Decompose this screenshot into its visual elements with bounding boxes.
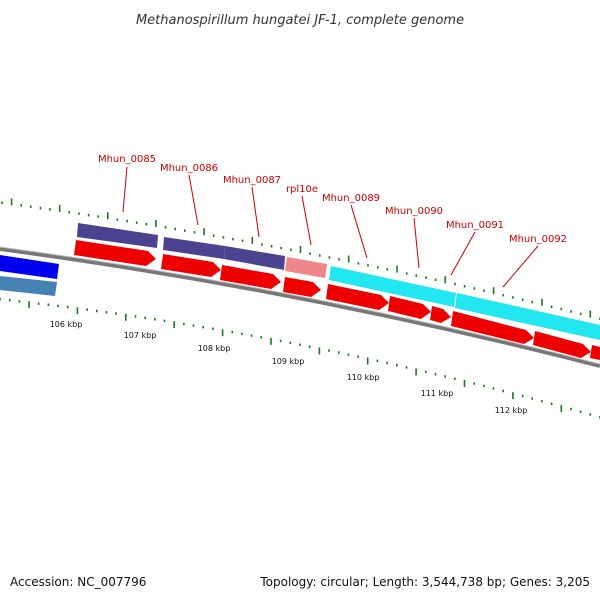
leader-line: [301, 195, 312, 246]
leader-line: [122, 166, 128, 213]
gene-labels: Mhun_0085 Mhun_0086 Mhun_0087 rpl10e Mhu…: [98, 154, 567, 245]
cds-arrow[interactable]: [451, 311, 534, 344]
cds-arrow[interactable]: [590, 345, 600, 360]
feature-block[interactable]: [329, 266, 456, 307]
kbp-label: 106 kbp: [50, 320, 83, 329]
cds-arrow[interactable]: [326, 284, 389, 310]
feature-block[interactable]: [285, 257, 327, 278]
gene-label[interactable]: Mhun_0090: [385, 206, 443, 217]
cds-arrow[interactable]: [533, 331, 591, 358]
feature-block[interactable]: [163, 237, 225, 259]
gene-label[interactable]: Mhun_0091: [446, 220, 504, 231]
gene-label[interactable]: Mhun_0087: [223, 175, 281, 186]
leader-line: [502, 245, 539, 288]
gene-label[interactable]: Mhun_0085: [98, 154, 156, 165]
feature-block[interactable]: [77, 223, 158, 248]
gene-label[interactable]: Mhun_0092: [509, 234, 567, 245]
cds-arrow[interactable]: [388, 296, 431, 319]
kbp-label: 109 kbp: [272, 357, 305, 366]
cds-arrow[interactable]: [283, 277, 321, 297]
cds-arrow[interactable]: [74, 240, 156, 266]
kbp-label: 111 kbp: [421, 389, 454, 398]
leader-line: [251, 186, 260, 238]
cds-arrow[interactable]: [430, 306, 451, 323]
kbp-label: 107 kbp: [124, 331, 157, 340]
feature-block[interactable]: [0, 276, 57, 296]
kbp-label: 112 kbp: [495, 406, 528, 415]
leader-line: [188, 174, 199, 226]
feature-block[interactable]: [455, 293, 600, 340]
gene-leader-lines: [122, 166, 539, 288]
feature-block[interactable]: [0, 255, 59, 279]
outer-tick-ring: [1, 198, 600, 320]
map-title: Methanospirillum hungatei JF-1, complete…: [136, 13, 464, 28]
leader-line: [413, 217, 420, 269]
genome-backbone-highlight: [0, 246, 600, 365]
gene-label[interactable]: rpl10e: [286, 184, 318, 195]
feature-track: [0, 223, 600, 360]
kbp-label: 108 kbp: [198, 344, 231, 353]
genome-backbone: [0, 247, 600, 368]
cds-arrow[interactable]: [161, 254, 221, 277]
gene-label[interactable]: Mhun_0086: [160, 163, 218, 174]
accession-text: Accession: NC_007796: [10, 575, 146, 589]
coordinate-labels: 106 kbp 107 kbp 108 kbp 109 kbp 110 kbp …: [50, 320, 528, 415]
kbp-label: 110 kbp: [347, 373, 380, 382]
leader-line: [450, 231, 476, 276]
summary-text: Topology: circular; Length: 3,544,738 bp…: [259, 575, 590, 589]
inner-tick-ring: [0, 298, 600, 419]
cds-arrow[interactable]: [220, 265, 281, 289]
feature-block[interactable]: [224, 246, 285, 270]
leader-line: [350, 204, 368, 259]
gene-label[interactable]: Mhun_0089: [322, 193, 380, 204]
